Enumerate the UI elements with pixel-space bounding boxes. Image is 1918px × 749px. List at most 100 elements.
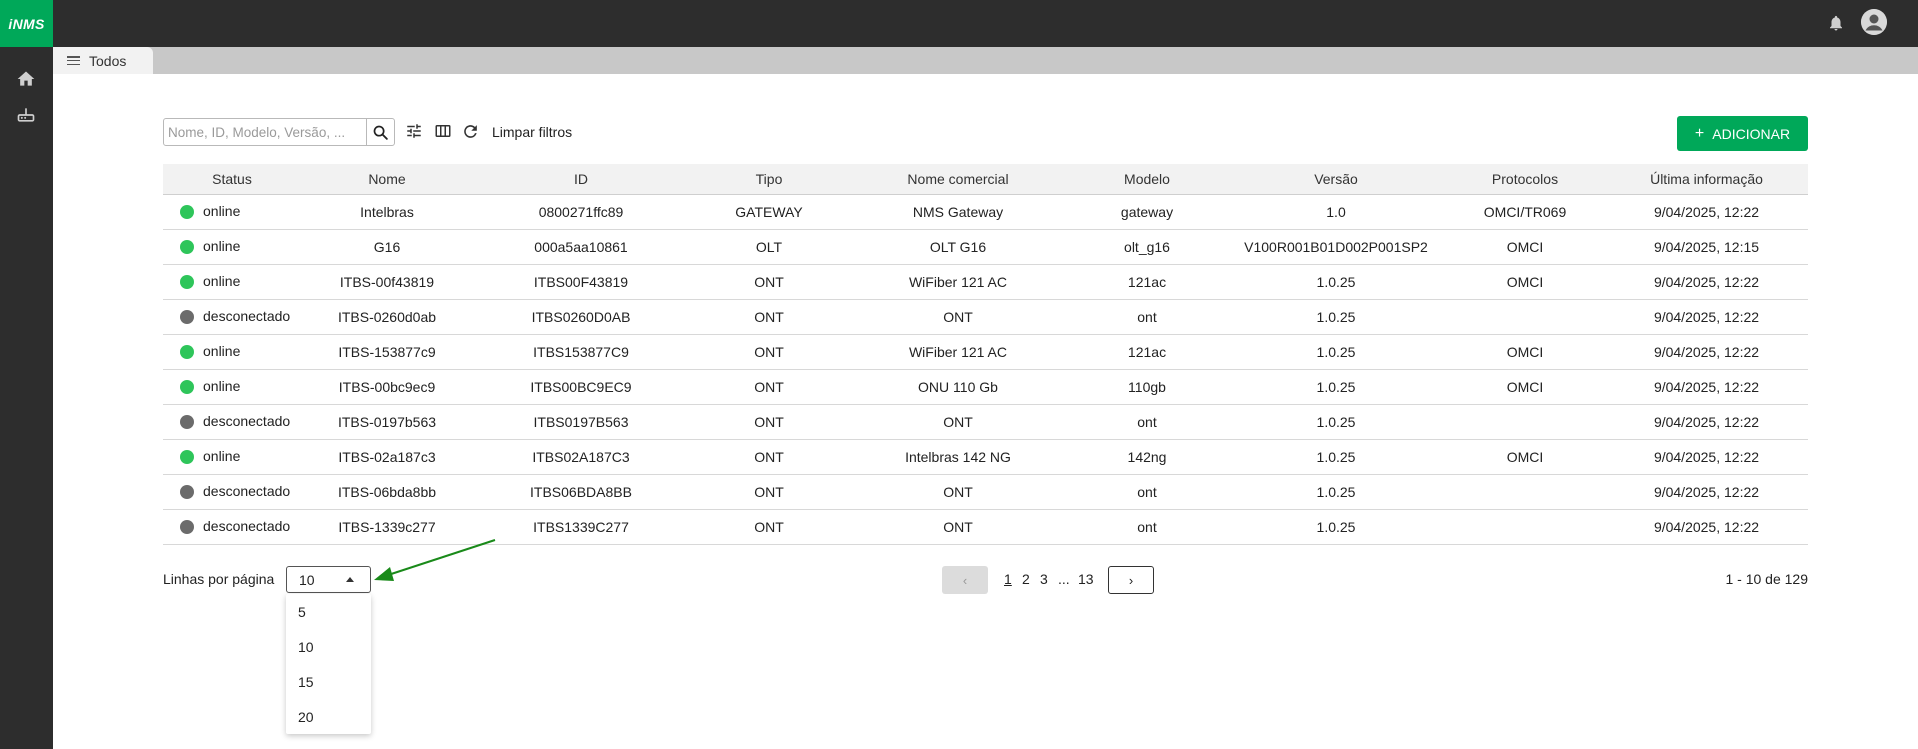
table-row[interactable]: online G16 000a5aa10861 OLT OLT G16 olt_g16 V1…: [163, 229, 1808, 264]
status-text: desconectado: [203, 483, 291, 500]
rows-per-page-dropdown: 5 10 15 20: [286, 594, 371, 734]
cell-ultima: 9/04/2025, 12:22: [1653, 203, 1760, 220]
bell-icon[interactable]: [1827, 14, 1845, 32]
cell-id: ITBS1339C277: [533, 518, 629, 535]
column-header-nome[interactable]: Nome: [301, 164, 473, 195]
rows-per-page-value: 10: [299, 571, 315, 588]
cell-nome: G16: [373, 238, 401, 255]
next-page-button[interactable]: ›: [1108, 566, 1154, 594]
tab-label: Todos: [89, 52, 127, 69]
status-cell: online: [163, 369, 301, 404]
table-row[interactable]: desconectado ITBS-0197b563 ITBS0197B563 ONT…: [163, 404, 1808, 439]
router-icon[interactable]: [16, 105, 36, 125]
rows-option[interactable]: 20: [298, 708, 314, 725]
status-text: online: [203, 238, 241, 255]
column-header-protocolos[interactable]: Protocolos: [1445, 164, 1605, 195]
status-cell: online: [163, 334, 301, 369]
cell-protocolos: [1445, 474, 1605, 509]
status-dot-icon: [180, 484, 194, 499]
column-header-nome-comercial[interactable]: Nome comercial: [849, 164, 1067, 195]
cell-ultima: 9/04/2025, 12:22: [1653, 343, 1760, 360]
table-row[interactable]: desconectado ITBS-0260d0ab ITBS0260D0AB ONT…: [163, 299, 1808, 334]
status-cell: online: [163, 229, 301, 264]
column-header-ultima-informacao[interactable]: Última informação: [1605, 164, 1808, 195]
add-button[interactable]: + ADICIONAR: [1677, 116, 1808, 151]
rows-option[interactable]: 15: [298, 673, 314, 690]
status-text: online: [203, 448, 241, 465]
cell-protocolos: OMCI: [1506, 448, 1544, 465]
prev-page-button[interactable]: ‹: [942, 566, 988, 594]
column-header-versao[interactable]: Versão: [1227, 164, 1445, 195]
plus-icon: +: [1694, 124, 1705, 142]
sidebar: [0, 47, 53, 749]
cell-ultima: 9/04/2025, 12:15: [1653, 238, 1760, 255]
refresh-icon[interactable]: [460, 121, 480, 141]
cell-ultima: 9/04/2025, 12:22: [1653, 413, 1760, 430]
pagination-range: 1 - 10 de 129: [1725, 571, 1808, 587]
rows-option[interactable]: 10: [298, 638, 314, 655]
column-header-modelo[interactable]: Modelo: [1067, 164, 1227, 195]
table-row[interactable]: online ITBS-153877c9 ITBS153877C9 ONT WiFibe…: [163, 334, 1808, 369]
columns-icon[interactable]: [433, 121, 453, 141]
cell-versao: 1.0.25: [1316, 518, 1356, 535]
table-row[interactable]: desconectado ITBS-06bda8bb ITBS06BDA8BB ONT…: [163, 474, 1808, 509]
cell-tipo: ONT: [754, 308, 784, 325]
cell-versao: 1.0.25: [1316, 448, 1356, 465]
tab-todos[interactable]: Todos: [53, 47, 153, 74]
app-logo[interactable]: iNMS: [0, 0, 53, 47]
search-input[interactable]: [168, 123, 364, 141]
status-dot-icon: [180, 379, 194, 394]
page-link-3[interactable]: 3: [1040, 571, 1048, 587]
cell-comercial: ONU 110 Gb: [918, 378, 998, 395]
cell-comercial: WiFiber 121 AC: [908, 273, 1008, 290]
clear-filters-link[interactable]: Limpar filtros: [492, 124, 573, 140]
table-row[interactable]: online ITBS-00f43819 ITBS00F43819 ONT WiFibe…: [163, 264, 1808, 299]
status-dot-icon: [180, 519, 194, 534]
column-header-tipo[interactable]: Tipo: [689, 164, 849, 195]
cell-tipo: OLT: [755, 238, 783, 255]
table-row[interactable]: online ITBS-00bc9ec9 ITBS00BC9EC9 ONT ONU 11…: [163, 369, 1808, 404]
cell-tipo: ONT: [754, 413, 784, 430]
cell-ultima: 9/04/2025, 12:22: [1653, 378, 1760, 395]
status-cell: online: [163, 264, 301, 299]
cell-nome: ITBS-00bc9ec9: [338, 378, 436, 395]
page-link-13[interactable]: 13: [1078, 571, 1094, 587]
cell-versao: V100R001B01D002P001SP2: [1244, 238, 1428, 255]
rows-option[interactable]: 5: [298, 603, 306, 620]
user-avatar-icon[interactable]: [1861, 9, 1887, 35]
cell-comercial: ONT: [943, 308, 973, 325]
status-cell: desconectado: [163, 299, 301, 334]
search-button[interactable]: [366, 119, 394, 145]
home-icon[interactable]: [16, 69, 36, 89]
cell-ultima: 9/04/2025, 12:22: [1653, 483, 1760, 500]
cell-nome: ITBS-0197b563: [337, 413, 437, 430]
status-text: online: [203, 378, 241, 395]
cell-ultima: 9/04/2025, 12:22: [1653, 448, 1760, 465]
cell-nome: ITBS-02a187c3: [338, 448, 436, 465]
status-dot-icon: [180, 344, 194, 359]
page-link-2[interactable]: 2: [1022, 571, 1030, 587]
cell-id: ITBS00BC9EC9: [530, 378, 632, 395]
column-header-id[interactable]: ID: [473, 164, 689, 195]
cell-nome: ITBS-06bda8bb: [337, 483, 437, 500]
page-link-1[interactable]: 1: [1004, 571, 1012, 587]
cell-protocolos: OMCI: [1506, 238, 1544, 255]
cell-versao: 1.0.25: [1316, 413, 1356, 430]
tab-strip: Todos: [53, 47, 1918, 74]
cell-nome: ITBS-1339c277: [338, 518, 436, 535]
cell-modelo: 142ng: [1127, 448, 1167, 465]
top-bar: iNMS: [0, 0, 1918, 47]
filter-sliders-icon[interactable]: [404, 121, 424, 141]
cell-nome: ITBS-153877c9: [338, 343, 436, 360]
menu-icon: [67, 56, 80, 65]
rows-per-page-select[interactable]: 10: [286, 566, 371, 593]
cell-modelo: ont: [1137, 413, 1157, 430]
cell-versao: 1.0.25: [1316, 483, 1356, 500]
table-row[interactable]: desconectado ITBS-1339c277 ITBS1339C277 ONT…: [163, 509, 1808, 544]
column-header-status[interactable]: Status: [163, 164, 301, 195]
status-dot-icon: [180, 449, 194, 464]
table-row[interactable]: online ITBS-02a187c3 ITBS02A187C3 ONT Intelb…: [163, 439, 1808, 474]
table-row[interactable]: online Intelbras 0800271ffc89 GATEWAY NMS Ga…: [163, 194, 1808, 229]
cell-modelo: olt_g16: [1124, 238, 1170, 255]
cell-tipo: ONT: [754, 378, 784, 395]
